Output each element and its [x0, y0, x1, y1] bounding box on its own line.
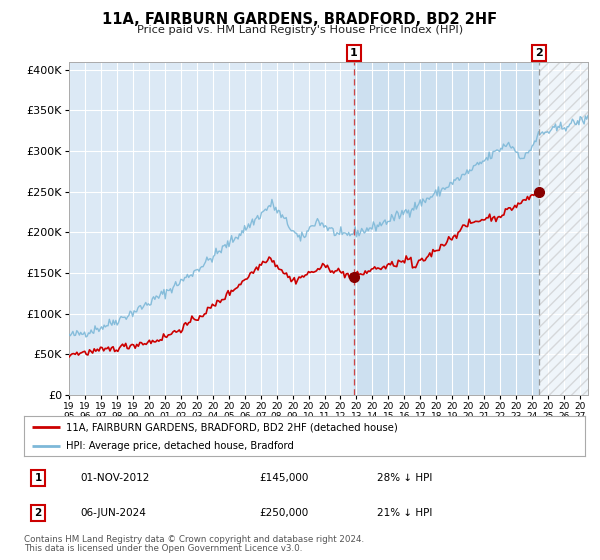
Text: 28% ↓ HPI: 28% ↓ HPI — [377, 473, 433, 483]
Text: HPI: Average price, detached house, Bradford: HPI: Average price, detached house, Brad… — [66, 441, 294, 451]
Text: This data is licensed under the Open Government Licence v3.0.: This data is licensed under the Open Gov… — [24, 544, 302, 553]
Text: 11A, FAIRBURN GARDENS, BRADFORD, BD2 2HF (detached house): 11A, FAIRBURN GARDENS, BRADFORD, BD2 2HF… — [66, 422, 398, 432]
Text: 21% ↓ HPI: 21% ↓ HPI — [377, 508, 433, 518]
Text: 2: 2 — [34, 508, 41, 518]
Text: £145,000: £145,000 — [260, 473, 309, 483]
Text: 1: 1 — [34, 473, 41, 483]
Text: 01-NOV-2012: 01-NOV-2012 — [80, 473, 149, 483]
Text: 11A, FAIRBURN GARDENS, BRADFORD, BD2 2HF: 11A, FAIRBURN GARDENS, BRADFORD, BD2 2HF — [103, 12, 497, 27]
Bar — [354, 62, 539, 395]
Text: 2: 2 — [535, 48, 543, 58]
Text: Price paid vs. HM Land Registry's House Price Index (HPI): Price paid vs. HM Land Registry's House … — [137, 25, 463, 35]
Text: £250,000: £250,000 — [260, 508, 309, 518]
Text: Contains HM Land Registry data © Crown copyright and database right 2024.: Contains HM Land Registry data © Crown c… — [24, 535, 364, 544]
Text: 06-JUN-2024: 06-JUN-2024 — [80, 508, 146, 518]
Text: 1: 1 — [350, 48, 358, 58]
Bar — [539, 62, 588, 395]
